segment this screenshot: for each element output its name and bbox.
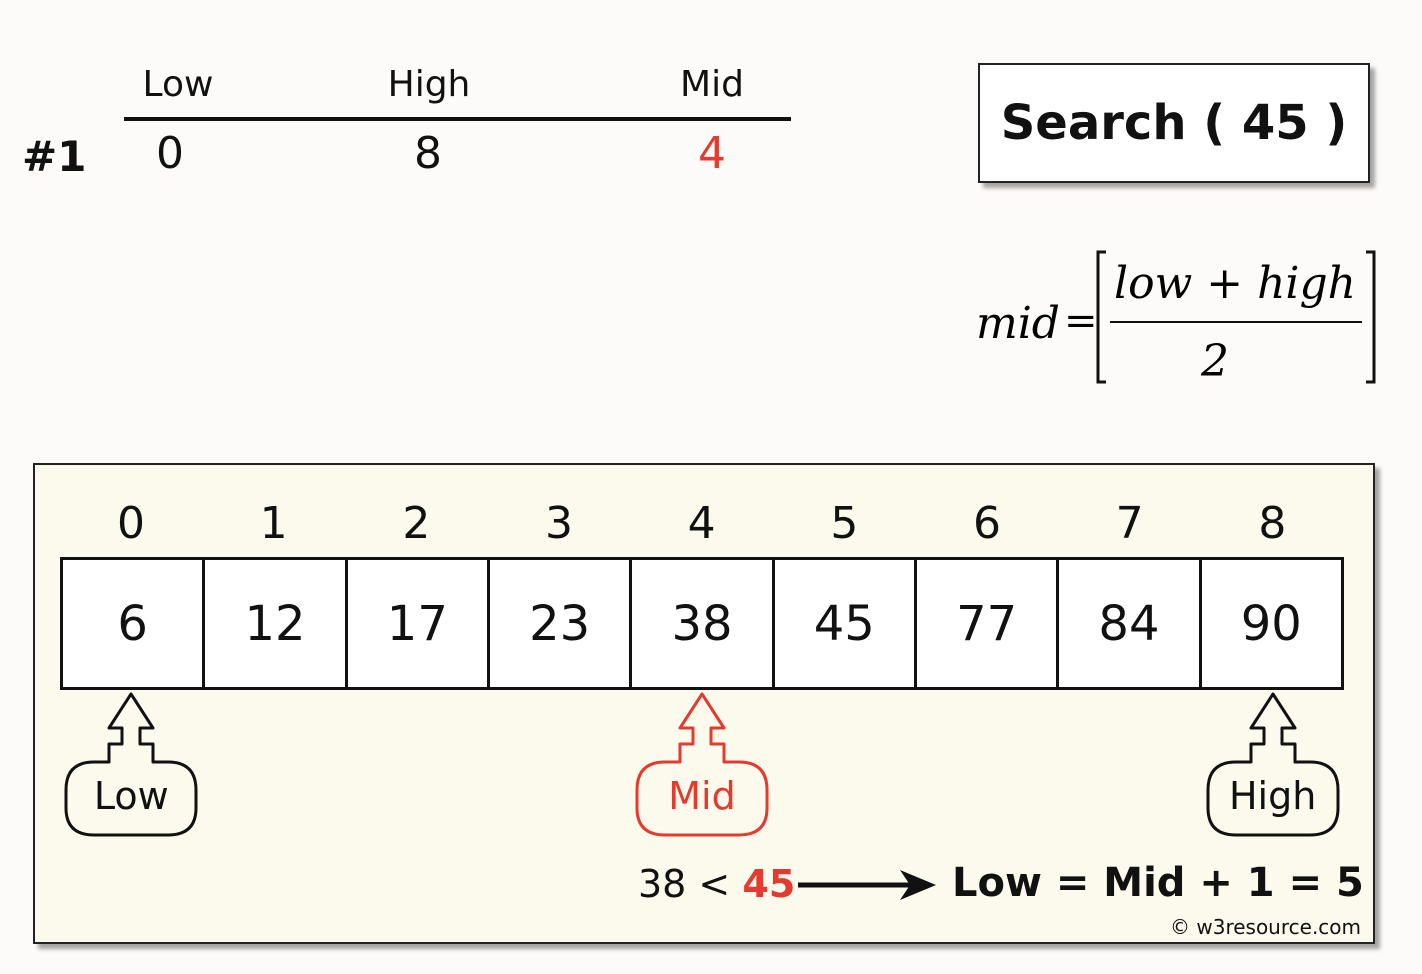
array-index: 7 <box>1115 498 1144 549</box>
array-index: 4 <box>687 498 716 549</box>
right-arrow-icon <box>798 870 936 900</box>
array-cell: 6 <box>63 560 206 687</box>
high-pointer-icon <box>1206 692 1340 837</box>
high-header: High <box>387 64 471 105</box>
array-index: 8 <box>1258 498 1287 549</box>
left-bracket <box>1096 250 1106 384</box>
low-pointer-icon <box>64 692 198 837</box>
low-pointer-label: Low <box>93 774 169 818</box>
copyright: © w3resource.com <box>1170 915 1362 939</box>
array-cells: 6 12 17 23 38 45 77 84 90 <box>60 557 1344 690</box>
array-panel <box>33 463 1375 944</box>
array-index: 0 <box>117 498 145 549</box>
mid-pointer-icon <box>635 692 769 837</box>
array-index: 1 <box>259 498 288 549</box>
array-cell: 12 <box>205 560 348 687</box>
array-index: 3 <box>545 498 573 549</box>
array-cell: 84 <box>1059 560 1202 687</box>
array-cell: 45 <box>775 560 917 687</box>
formula-equals: = <box>1064 298 1098 344</box>
step-number: #1 <box>22 132 87 181</box>
formula-lhs: mid <box>976 298 1060 349</box>
high-value: 8 <box>414 128 442 179</box>
table-divider <box>124 117 791 121</box>
array-cell: 90 <box>1240 595 1302 652</box>
comparison-note: 38 < 45 <box>638 862 795 906</box>
formula-numerator: low + high <box>1114 258 1356 309</box>
mid-pointer-label: Mid <box>668 774 736 818</box>
array-cell: 38 <box>632 560 775 687</box>
array-cell: 23 <box>490 560 633 687</box>
low-value: 0 <box>156 128 184 179</box>
high-pointer-label: High <box>1228 774 1317 818</box>
comparison-target: 45 <box>742 862 796 906</box>
array-index: 2 <box>402 498 431 549</box>
array-cell: 17 <box>348 560 490 687</box>
mid-header: Mid <box>680 64 744 105</box>
formula-denominator: 2 <box>1200 336 1229 387</box>
low-header: Low <box>142 64 214 105</box>
right-bracket <box>1366 250 1376 384</box>
result-note: Low = Mid + 1 = 5 <box>952 860 1364 906</box>
mid-formula: mid = low + high 2 <box>976 250 1376 387</box>
search-box: Search ( 45 ) <box>978 63 1370 183</box>
mid-value: 4 <box>698 128 726 179</box>
comparison-text: 38 < <box>638 862 731 906</box>
array-cell: 77 <box>917 560 1060 687</box>
array-index: 5 <box>830 498 859 549</box>
array-index: 6 <box>973 498 1001 549</box>
